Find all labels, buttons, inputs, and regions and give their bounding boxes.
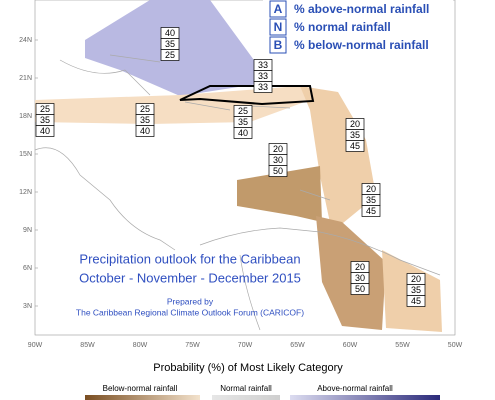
longitude-label: 50W	[448, 342, 463, 349]
key-letter: A	[274, 2, 283, 16]
forecast-value: 35	[140, 115, 150, 125]
longitude-axis: 90W 85W 80W 75W 70W 65W 60W 55W 50W	[28, 342, 463, 349]
latitude-label: 3N	[23, 303, 32, 310]
forecast-value: 35	[238, 117, 248, 127]
forecast-cell	[350, 283, 370, 295]
below-normal-region	[300, 86, 376, 232]
key-letter-box	[269, 36, 287, 54]
longitude-label: 65W	[290, 342, 305, 349]
forecast-value: 50	[273, 166, 283, 176]
title-line: October - November - December 2015	[79, 270, 301, 285]
legend-key: A % above-normal rainfall N % normal rainfa…	[263, 0, 453, 56]
key-letter-box	[269, 18, 287, 36]
forecast-value: 40	[238, 128, 248, 138]
credit-line: The Caribbean Regional Climate Outlook F…	[76, 307, 304, 317]
longitude-label: 55W	[395, 342, 410, 349]
forecast-cell	[345, 140, 365, 152]
latitude-label: 24N	[19, 37, 32, 44]
color-bar	[212, 395, 280, 400]
forecast-value: 20	[355, 262, 365, 272]
forecast-value: 40	[40, 126, 50, 136]
forecast-value: 20	[273, 144, 283, 154]
forecast-value: 35	[366, 195, 376, 205]
color-legend-title: Probability (%) of Most Likely Category	[153, 362, 343, 374]
forecast-value: 40	[165, 28, 175, 38]
credit-line: Prepared by	[167, 296, 214, 306]
forecast-value: 25	[40, 104, 50, 114]
forecast-value: 45	[411, 296, 421, 306]
forecast-value: 35	[350, 130, 360, 140]
key-label: % below-normal rainfall	[294, 38, 429, 52]
key-letter: B	[274, 38, 283, 52]
forecast-value: 45	[350, 141, 360, 151]
key-label: % normal rainfall	[294, 20, 391, 34]
forecast-value: 35	[165, 39, 175, 49]
latitude-label: 12N	[19, 189, 32, 196]
color-legend-label: Below-normal rainfall	[103, 384, 178, 393]
longitude-label: 70W	[238, 342, 253, 349]
forecast-value: 45	[366, 206, 376, 216]
key-label: % above-normal rainfall	[294, 2, 429, 16]
forecast-cell	[253, 81, 273, 93]
forecast-value: 30	[273, 155, 283, 165]
key-letter-box	[269, 0, 287, 18]
forecast-cell	[160, 49, 180, 61]
latitude-label: 9N	[23, 227, 32, 234]
forecast-cell	[268, 165, 288, 177]
color-bar	[85, 395, 200, 400]
below-normal-region	[237, 166, 322, 222]
forecast-value: 40	[140, 126, 150, 136]
latitude-axis: 24N 21N 18N 15N 12N 9N 6N 3N	[19, 37, 38, 310]
normal-region	[179, 85, 315, 106]
legend-key-background	[263, 0, 453, 56]
latitude-label: 18N	[19, 113, 32, 120]
key-letter: N	[274, 20, 283, 34]
longitude-label: 60W	[343, 342, 358, 349]
forecast-value: 33	[258, 60, 268, 70]
color-legend-label: Normal rainfall	[220, 384, 272, 393]
forecast-value: 35	[40, 115, 50, 125]
forecast-value: 33	[258, 71, 268, 81]
longitude-label: 75W	[185, 342, 200, 349]
latitude-label: 15N	[19, 151, 32, 158]
title-line: Precipitation outlook for the Caribbean	[79, 251, 300, 266]
longitude-label: 90W	[28, 342, 43, 349]
forecast-value: 25	[140, 104, 150, 114]
forecast-value: 35	[411, 285, 421, 295]
longitude-label: 85W	[80, 342, 95, 349]
forecast-value: 20	[366, 184, 376, 194]
coastline	[34, 54, 441, 331]
longitude-label: 80W	[133, 342, 148, 349]
legend-key-items: A % above-normal rainfall N % normal rainfa…	[269, 0, 429, 54]
forecast-value: 33	[258, 82, 268, 92]
forecast-value: 20	[350, 119, 360, 129]
latitude-label: 6N	[23, 265, 32, 272]
forecast-boxes: 4035253333332535402535402535402030502035…	[35, 27, 426, 307]
forecast-value: 25	[238, 106, 248, 116]
forecast-value: 30	[355, 273, 365, 283]
color-bar	[290, 395, 440, 400]
latitude-label: 21N	[19, 75, 32, 82]
forecast-value: 50	[355, 284, 365, 294]
forecast-cell	[361, 205, 381, 217]
forecast-cell	[135, 125, 155, 137]
forecast-cell	[406, 295, 426, 307]
forecast-value: 25	[165, 50, 175, 60]
forecast-value: 20	[411, 274, 421, 284]
forecast-cell	[35, 125, 55, 137]
forecast-cell	[233, 127, 253, 139]
color-legend-label: Above-normal rainfall	[317, 384, 393, 393]
